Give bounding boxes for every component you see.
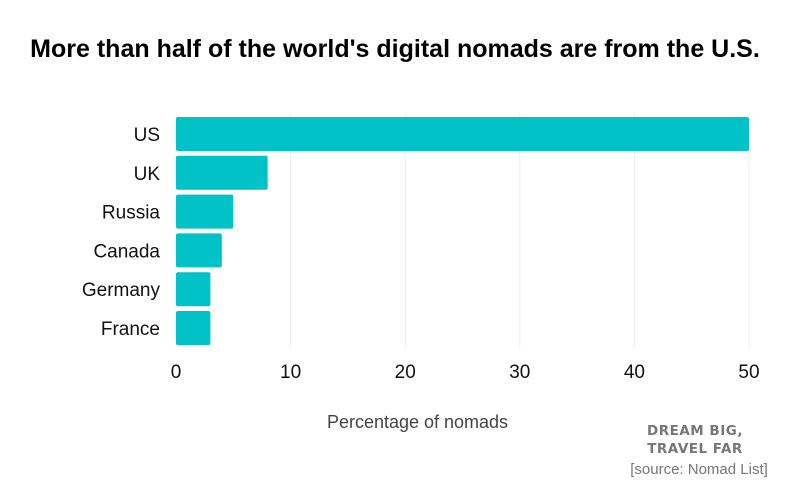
brand-line-2: TRAVEL FAR: [647, 441, 743, 457]
brand-line-1: DREAM BIG,: [647, 423, 743, 439]
y-tick-label: Canada: [93, 241, 160, 262]
x-axis-label: Percentage of nomads: [326, 412, 509, 432]
x-tick-label: 10: [280, 362, 301, 383]
x-tick-label: 40: [624, 362, 645, 383]
x-tick-label: 0: [171, 362, 182, 383]
y-tick-label: Germany: [82, 280, 161, 301]
brand-logo: DREAM BIG, TRAVEL FAR: [600, 422, 790, 458]
x-tick-label: 20: [395, 362, 416, 383]
source-note: [source: Nomad List]: [630, 461, 768, 478]
y-tick-label: UK: [134, 164, 161, 185]
y-tick-label: France: [101, 319, 160, 340]
y-tick-label: Russia: [102, 203, 161, 224]
bar-canada: [176, 233, 222, 268]
chart-title: More than half of the world's digital no…: [30, 35, 760, 63]
bar-germany: [176, 272, 211, 307]
bar-us: [176, 117, 749, 151]
bar-russia: [176, 194, 234, 229]
x-tick-label: 50: [738, 362, 759, 383]
y-tick-label: US: [134, 125, 160, 146]
bar-uk: [176, 155, 268, 190]
x-tick-label: 30: [509, 362, 530, 383]
bar-france: [176, 311, 211, 345]
